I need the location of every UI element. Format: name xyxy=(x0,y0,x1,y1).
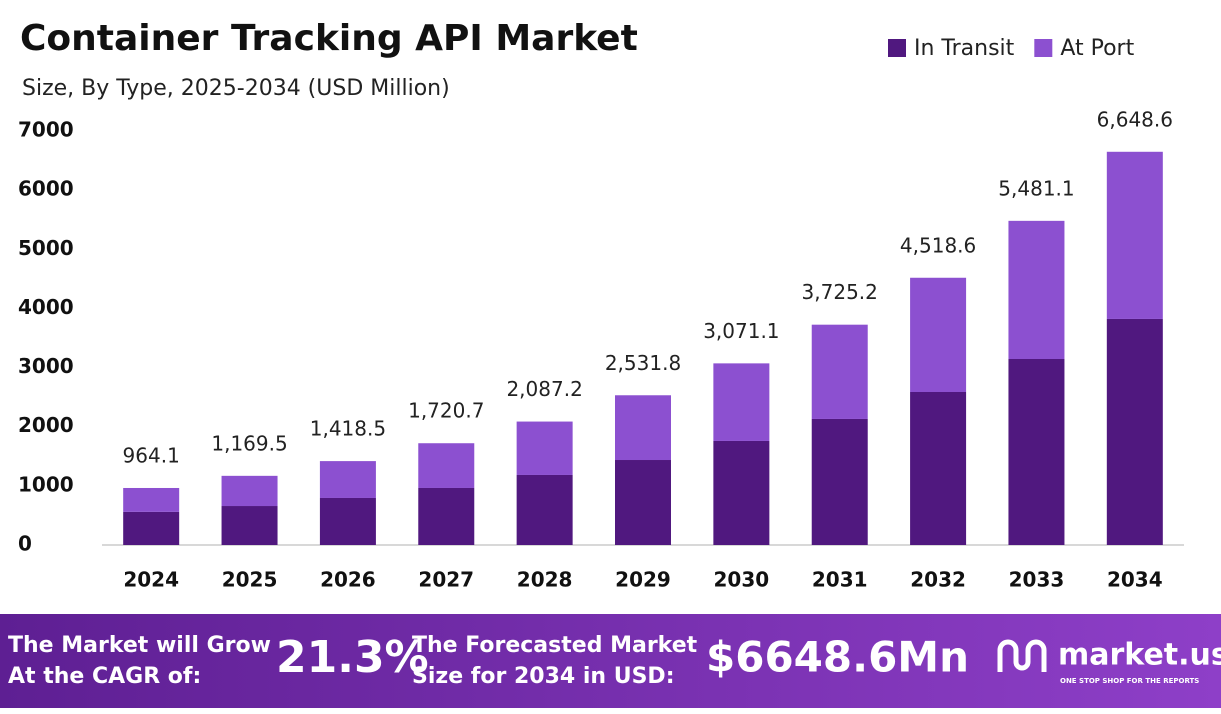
total-label: 964.1 xyxy=(123,443,180,467)
brand: market.us xyxy=(1058,638,1221,673)
bar-segment xyxy=(418,443,475,488)
bar-segment xyxy=(1106,151,1163,319)
bar-segment xyxy=(516,474,573,545)
legend-swatch xyxy=(1034,39,1053,57)
footer: The Market will Grow At the CAGR of: 21.… xyxy=(8,632,1221,689)
y-tick-label: 2000 xyxy=(18,413,74,437)
x-tick-label: 2032 xyxy=(910,568,966,592)
bar-segment xyxy=(615,395,671,461)
y-tick-label: 7000 xyxy=(18,118,74,142)
x-tick-label: 2028 xyxy=(517,568,573,592)
bar-segment xyxy=(319,497,376,545)
x-tick-label: 2031 xyxy=(812,568,868,592)
y-tick-label: 5000 xyxy=(18,236,74,260)
tagline: ONE STOP SHOP FOR THE REPORTS xyxy=(1060,677,1199,685)
x-tick-label: 2029 xyxy=(615,568,671,592)
bar-segment xyxy=(811,324,868,419)
y-tick-label: 4000 xyxy=(18,295,74,319)
logo xyxy=(997,639,1047,672)
bar-segment xyxy=(319,461,376,498)
x-tick-label: 2030 xyxy=(714,568,770,592)
bar-segment xyxy=(1008,220,1065,359)
footer-text: The Forecasted Market xyxy=(412,633,698,658)
total-label: 3,071.1 xyxy=(703,319,779,343)
total-label: 1,169.5 xyxy=(211,431,287,455)
footer-forecast: $6648.6Mn xyxy=(706,633,969,682)
total-label: 1,418.5 xyxy=(310,417,386,441)
x-tick-label: 2025 xyxy=(222,568,278,592)
total-label: 5,481.1 xyxy=(998,176,1074,200)
x-tick-label: 2033 xyxy=(1009,568,1065,592)
total-label: 6,648.6 xyxy=(1097,107,1173,131)
total-label: 4,518.6 xyxy=(900,233,976,257)
y-tick-label: 6000 xyxy=(18,177,74,201)
total-label: 2,087.2 xyxy=(506,377,582,401)
footer-text: Size for 2034 in USD: xyxy=(412,664,675,689)
bar-segment xyxy=(221,506,278,545)
legend-label: At Port xyxy=(1060,36,1134,61)
x-tick-label: 2034 xyxy=(1107,568,1163,592)
x-tick-label: 2026 xyxy=(320,568,376,592)
bar-segment xyxy=(1008,358,1065,545)
bar-segment xyxy=(123,511,180,545)
footer-cagr: 21.3% xyxy=(276,632,429,683)
bar-segment xyxy=(713,440,770,545)
footer-banner xyxy=(0,614,1221,708)
bar-segment xyxy=(1106,318,1163,545)
legend-label: In Transit xyxy=(914,36,1015,61)
bar-segment xyxy=(418,487,475,545)
bar-segment xyxy=(615,460,671,545)
bar-segment xyxy=(910,277,967,392)
bar-segment xyxy=(811,418,868,545)
bar-segment xyxy=(123,487,180,512)
total-label: 1,720.7 xyxy=(408,399,484,423)
x-tick-label: 2027 xyxy=(418,568,474,592)
bar-segment xyxy=(221,475,278,507)
footer-text: At the CAGR of: xyxy=(8,664,201,689)
bar-segment xyxy=(516,421,573,475)
bar-segment xyxy=(910,391,967,545)
total-label: 2,531.8 xyxy=(605,351,681,375)
chart-title: Container Tracking API Market xyxy=(20,18,638,59)
chart-subtitle: Size, By Type, 2025-2034 (USD Million) xyxy=(22,76,450,101)
bar-segment xyxy=(713,363,770,441)
footer-text: The Market will Grow xyxy=(8,633,271,658)
y-tick-label: 0 xyxy=(18,532,32,556)
total-label: 3,725.2 xyxy=(802,280,878,304)
x-tick-label: 2024 xyxy=(123,568,179,592)
legend-swatch xyxy=(888,39,906,57)
y-tick-label: 3000 xyxy=(18,354,74,378)
y-tick-label: 1000 xyxy=(18,472,74,496)
